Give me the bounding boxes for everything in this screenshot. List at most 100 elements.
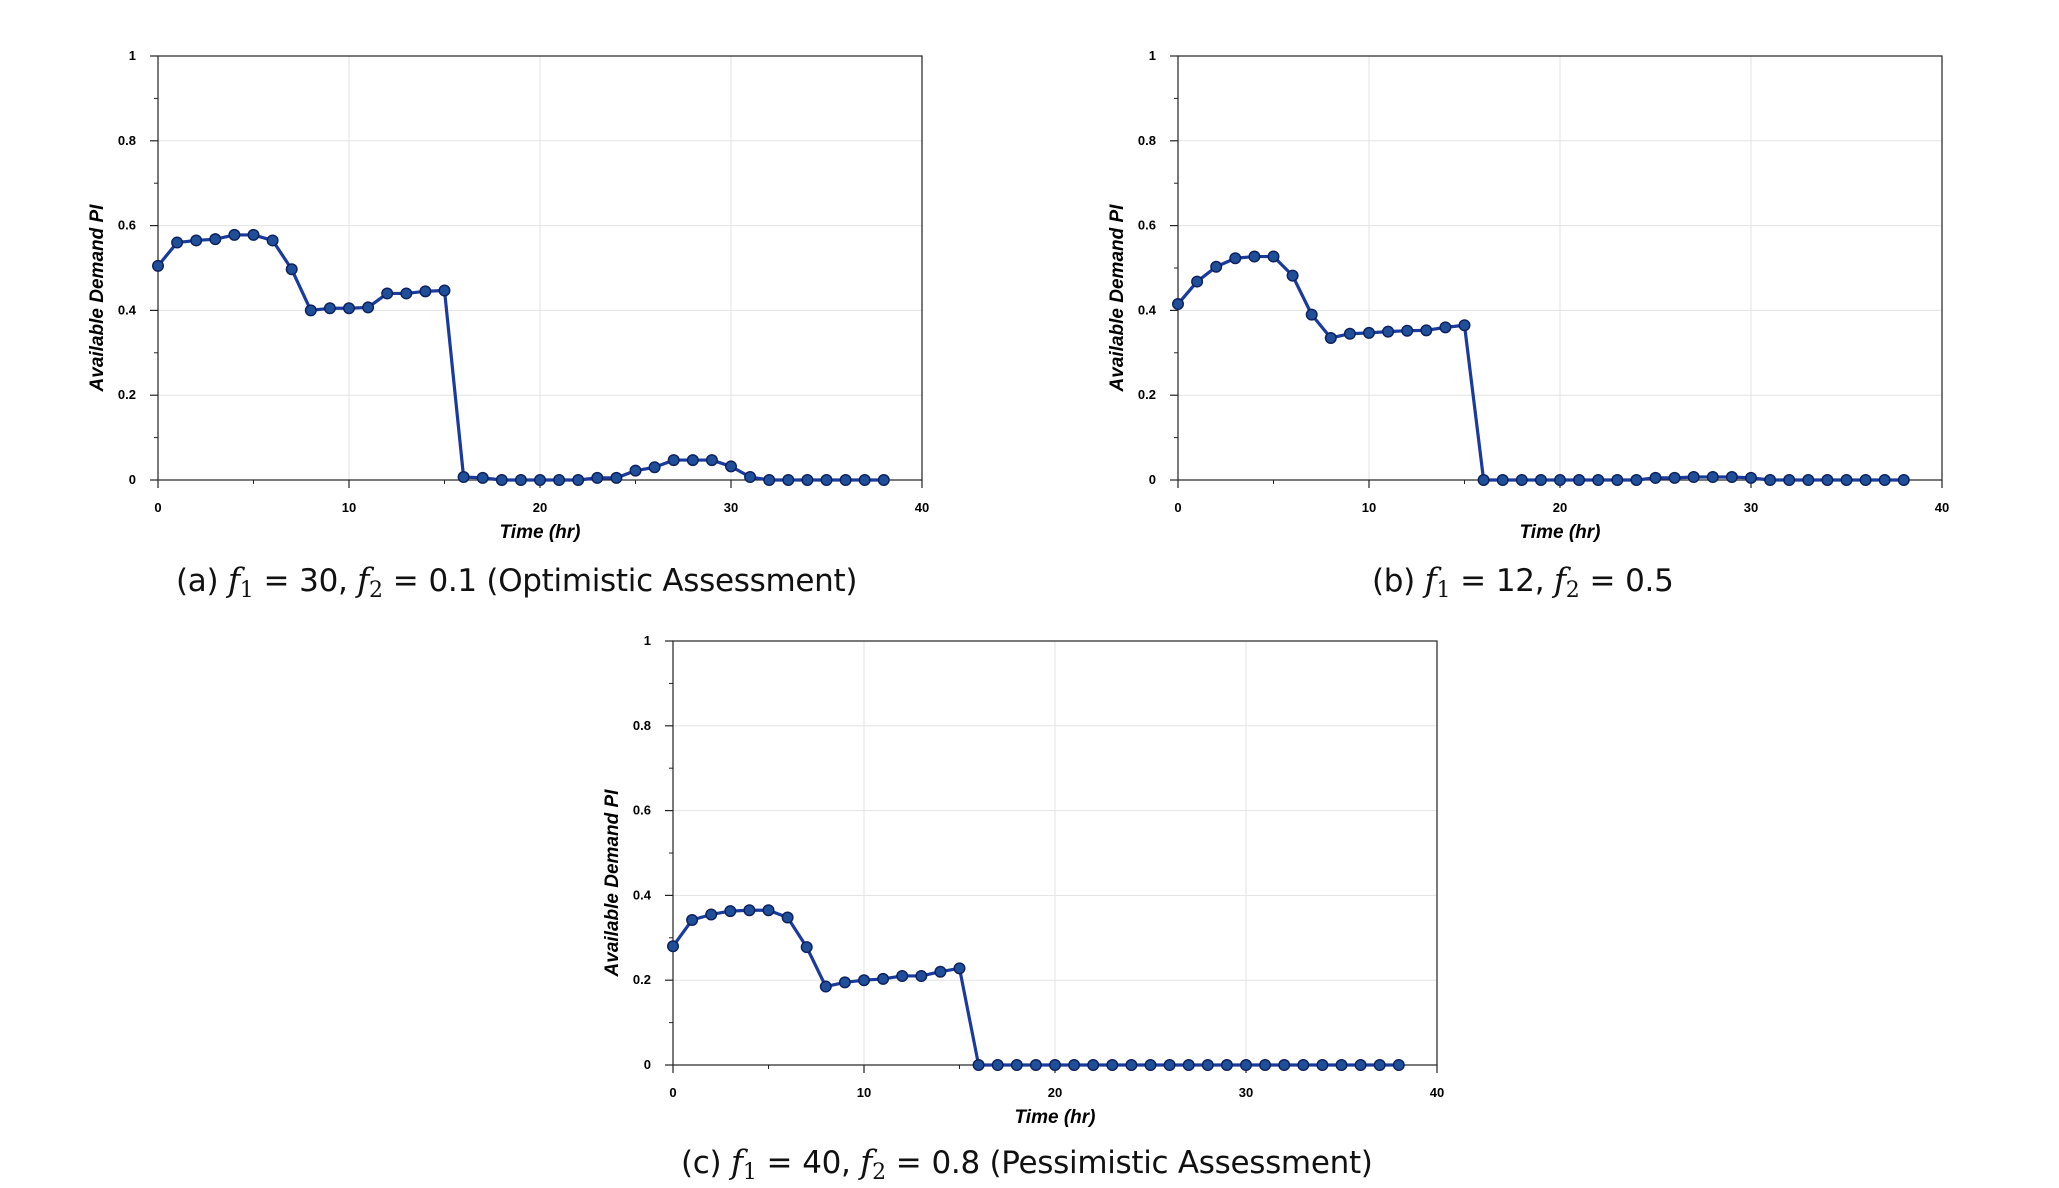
data-point bbox=[1649, 471, 1662, 484]
data-point bbox=[991, 1059, 1004, 1072]
caption-c-equals-1: = bbox=[766, 1145, 793, 1181]
data-point bbox=[1439, 321, 1452, 334]
y-tick-label: 0 bbox=[644, 1057, 651, 1072]
data-point bbox=[1106, 1059, 1119, 1072]
data-point bbox=[343, 302, 356, 315]
data-point bbox=[934, 965, 947, 978]
x-tick-label: 20 bbox=[1553, 500, 1567, 515]
data-point bbox=[1343, 327, 1356, 340]
data-point bbox=[1668, 471, 1681, 484]
y-tick-label: 0.8 bbox=[633, 718, 651, 733]
y-tick-label: 0.6 bbox=[118, 218, 136, 233]
data-point bbox=[838, 976, 851, 989]
data-point bbox=[819, 980, 832, 993]
data-point bbox=[724, 905, 737, 918]
data-point bbox=[304, 304, 317, 317]
x-tick-label: 40 bbox=[1430, 1085, 1444, 1100]
data-point bbox=[476, 471, 489, 484]
data-point bbox=[1182, 1059, 1195, 1072]
data-point bbox=[1840, 474, 1853, 487]
data-point bbox=[725, 460, 738, 473]
series-line bbox=[1176, 254, 1904, 482]
data-point bbox=[514, 474, 527, 487]
caption-c: (c) f1 = 40, f2 = 0.8 (Pessimistic Assessmen… bbox=[681, 1142, 1373, 1184]
y-tick-label: 0 bbox=[129, 472, 136, 487]
data-point bbox=[744, 471, 757, 484]
data-point bbox=[400, 287, 413, 300]
data-point bbox=[1859, 474, 1872, 487]
data-point bbox=[438, 284, 451, 297]
data-point bbox=[666, 940, 679, 953]
caption-b: (b) f1 = 12, f2 = 0.5 bbox=[1372, 560, 1674, 602]
caption-b-f1-symbol: f bbox=[1424, 560, 1437, 599]
data-point bbox=[1573, 474, 1586, 487]
y-axis-title: Available Demand PI bbox=[602, 789, 623, 978]
data-point bbox=[1534, 474, 1547, 487]
data-point bbox=[1354, 1059, 1367, 1072]
data-point bbox=[1229, 252, 1242, 265]
caption-c-suffix: (Pessimistic Assessment) bbox=[979, 1145, 1373, 1181]
series-line bbox=[156, 233, 884, 482]
data-point bbox=[743, 904, 756, 917]
data-point bbox=[1010, 1059, 1023, 1072]
y-tick-label: 1 bbox=[644, 633, 651, 648]
x-tick-label: 20 bbox=[1048, 1085, 1062, 1100]
caption-b-equals-1: = bbox=[1460, 563, 1486, 599]
data-point bbox=[1324, 331, 1337, 344]
data-point bbox=[705, 908, 718, 921]
series-line bbox=[671, 908, 1399, 1067]
data-point bbox=[1201, 1059, 1214, 1072]
data-point bbox=[953, 962, 966, 975]
data-point bbox=[1764, 474, 1777, 487]
chart-panel-a: 0 0.2 0.4 0.6 0.8 1 0 10 20 30 40 Time (hr) Availabl… bbox=[0, 0, 960, 560]
caption-c-f2-symbol: f bbox=[860, 1142, 873, 1181]
data-point bbox=[1305, 308, 1318, 321]
data-point bbox=[1725, 471, 1738, 484]
x-tick-label: 40 bbox=[915, 500, 929, 515]
caption-b-equals-2: = bbox=[1589, 563, 1616, 599]
data-point bbox=[1278, 1059, 1291, 1072]
caption-c-f1-sub: 1 bbox=[742, 1160, 757, 1185]
caption-a-f1-sub: 1 bbox=[239, 578, 254, 603]
data-point bbox=[648, 461, 661, 474]
data-point bbox=[151, 259, 164, 272]
data-point bbox=[610, 471, 623, 484]
caption-b-f2-symbol: f bbox=[1553, 560, 1566, 599]
data-point bbox=[820, 474, 833, 487]
x-tick-label: 10 bbox=[857, 1085, 871, 1100]
x-tick-label: 0 bbox=[154, 500, 161, 515]
data-point bbox=[247, 228, 260, 241]
caption-b-f2-sub: 2 bbox=[1565, 578, 1580, 603]
data-point bbox=[1373, 1059, 1386, 1072]
data-point bbox=[1706, 471, 1719, 484]
caption-c-equals-2: = bbox=[895, 1145, 922, 1181]
data-point bbox=[1144, 1059, 1157, 1072]
x-axis-title: Time (hr) bbox=[500, 522, 581, 543]
caption-c-f1-symbol: f bbox=[730, 1142, 743, 1181]
data-point bbox=[877, 474, 890, 487]
y-tick-label: 0.4 bbox=[1138, 302, 1157, 317]
data-point bbox=[1821, 474, 1834, 487]
data-point bbox=[800, 941, 813, 954]
caption-a-prefix: (a) bbox=[176, 563, 228, 599]
data-point bbox=[1496, 474, 1509, 487]
data-point bbox=[323, 302, 336, 315]
caption-a-f1-value: 30, bbox=[299, 563, 348, 599]
data-point bbox=[171, 236, 184, 249]
data-point bbox=[495, 474, 508, 487]
data-point bbox=[1897, 474, 1910, 487]
chart-panel-c: 0 0.2 0.4 0.6 0.8 1 0 10 20 30 40 Time (hr) Availabl… bbox=[515, 585, 1475, 1145]
data-point bbox=[1477, 474, 1490, 487]
data-point bbox=[1049, 1059, 1062, 1072]
y-tick-label: 1 bbox=[1149, 48, 1156, 63]
data-point bbox=[534, 474, 547, 487]
data-point bbox=[419, 285, 432, 298]
y-tick-label: 0.4 bbox=[118, 302, 137, 317]
data-point bbox=[1125, 1059, 1138, 1072]
data-point bbox=[801, 474, 814, 487]
data-point bbox=[858, 474, 871, 487]
data-point bbox=[553, 474, 566, 487]
data-point bbox=[763, 474, 776, 487]
data-point bbox=[1267, 250, 1280, 263]
data-point bbox=[1248, 250, 1261, 263]
